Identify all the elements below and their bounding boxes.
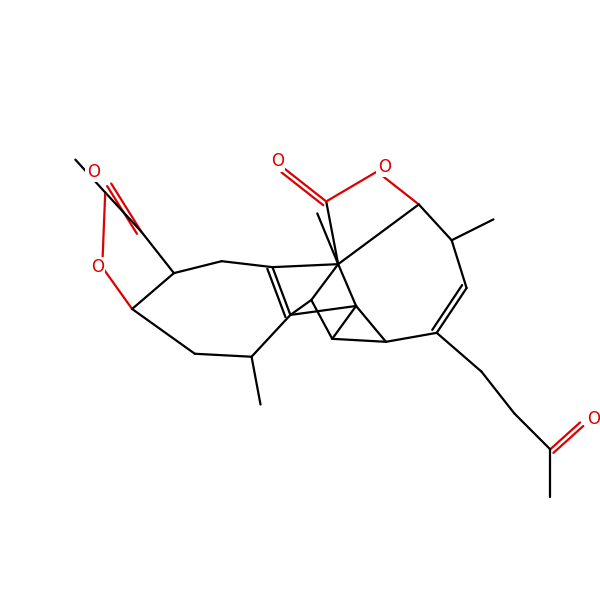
Text: O: O (87, 163, 100, 181)
Text: O: O (587, 410, 600, 428)
Text: O: O (91, 258, 104, 276)
Text: O: O (377, 158, 391, 176)
Text: O: O (271, 152, 284, 170)
